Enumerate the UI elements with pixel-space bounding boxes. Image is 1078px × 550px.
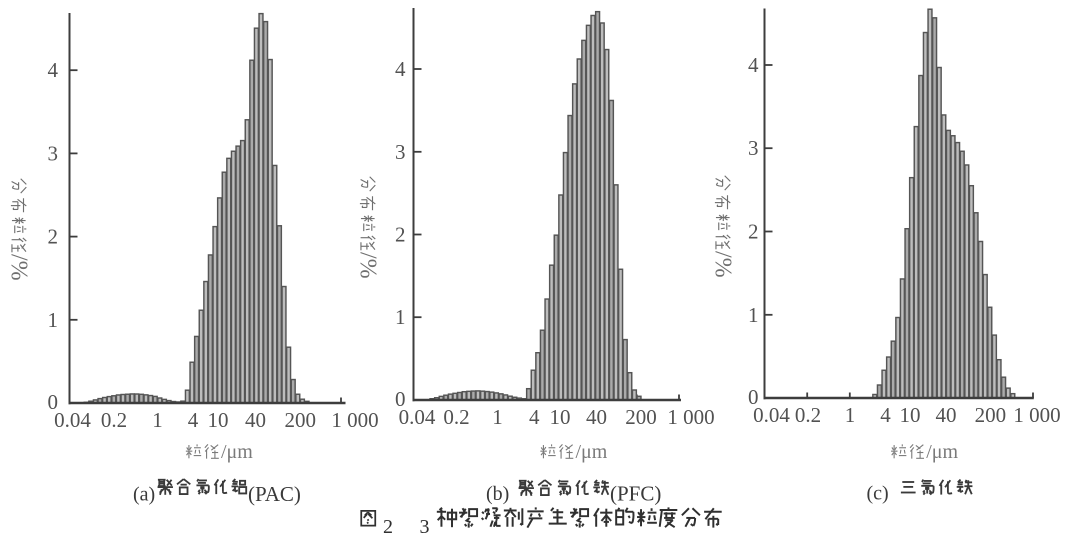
svg-text:1: 1 [152, 408, 163, 432]
svg-text:(a): (a) [133, 484, 155, 506]
svg-text:2: 2 [383, 516, 393, 538]
svg-text:/μm: /μm [926, 441, 958, 463]
svg-text:2: 2 [48, 225, 59, 249]
svg-text:0.2: 0.2 [101, 408, 127, 432]
svg-text:0.04: 0.04 [753, 403, 790, 427]
svg-text:0.04: 0.04 [54, 408, 91, 432]
svg-text:4: 4 [188, 408, 199, 432]
svg-text:40: 40 [586, 405, 607, 429]
svg-text:1 000: 1 000 [667, 405, 714, 429]
svg-text:1: 1 [48, 308, 59, 332]
svg-text:4: 4 [880, 403, 891, 427]
svg-text:1 000: 1 000 [331, 408, 378, 432]
svg-text:3: 3 [395, 140, 406, 164]
svg-text:2: 2 [395, 223, 406, 247]
svg-text:0.2: 0.2 [795, 403, 821, 427]
svg-text:3: 3 [420, 516, 430, 538]
svg-text:4: 4 [748, 53, 759, 77]
svg-text:4: 4 [529, 405, 540, 429]
svg-text:1: 1 [748, 303, 759, 327]
svg-text:2: 2 [748, 220, 759, 244]
svg-text:1: 1 [492, 405, 503, 429]
svg-text:(b): (b) [486, 483, 509, 505]
svg-text:4: 4 [395, 57, 406, 81]
svg-text:0.2: 0.2 [443, 405, 469, 429]
svg-text:0.04: 0.04 [399, 405, 436, 429]
svg-text:1: 1 [845, 403, 856, 427]
svg-text:3: 3 [748, 136, 759, 160]
svg-text:10: 10 [550, 405, 571, 429]
svg-text:200: 200 [625, 405, 657, 429]
svg-text:(PFC): (PFC) [610, 482, 661, 506]
svg-text:0: 0 [48, 390, 59, 414]
svg-text:200: 200 [285, 408, 317, 432]
svg-text:/%: /% [710, 251, 736, 278]
svg-text:4: 4 [48, 58, 59, 82]
svg-text:40: 40 [245, 408, 266, 432]
svg-text:/%: /% [355, 252, 381, 279]
svg-text:10: 10 [208, 408, 229, 432]
svg-text:/%: /% [6, 254, 32, 281]
svg-text:40: 40 [936, 403, 957, 427]
svg-text:(PAC): (PAC) [248, 482, 301, 506]
svg-text:1 000: 1 000 [1013, 403, 1060, 427]
svg-text:0: 0 [395, 387, 406, 411]
svg-text:/μm: /μm [576, 441, 608, 463]
svg-text:3: 3 [48, 141, 59, 165]
svg-text:(c): (c) [867, 483, 889, 505]
svg-text:10: 10 [900, 403, 921, 427]
svg-text:/μm: /μm [221, 441, 253, 463]
svg-text:0: 0 [748, 385, 759, 409]
svg-text:1: 1 [395, 305, 406, 329]
svg-text:200: 200 [975, 403, 1007, 427]
